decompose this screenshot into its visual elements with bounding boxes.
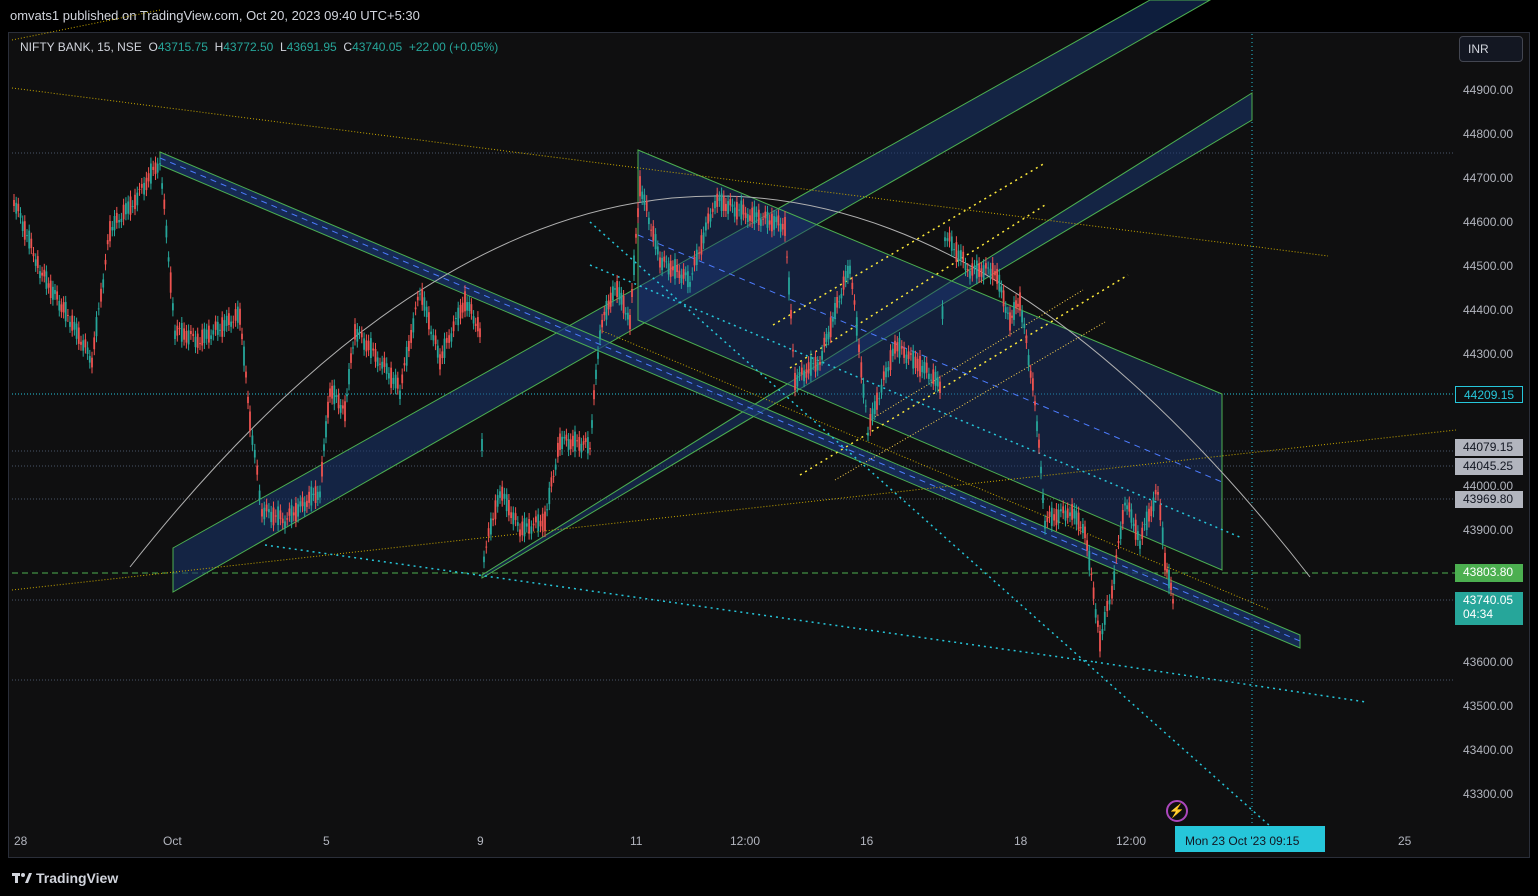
flash-icon[interactable]: ⚡ bbox=[1166, 800, 1188, 822]
time-label: 16 bbox=[860, 834, 874, 848]
price-label: 43600.00 bbox=[1463, 655, 1514, 669]
time-label: 28 bbox=[14, 834, 28, 848]
high-label: H bbox=[214, 40, 224, 54]
price-label: 44000.00 bbox=[1463, 479, 1514, 493]
last-price: 43740.05 bbox=[1463, 593, 1514, 607]
symbol-name: NIFTY BANK, 15, NSE bbox=[20, 40, 142, 54]
price-tag-43803: 43803.80 bbox=[1455, 564, 1523, 582]
last-price-tag: 43740.05 04:34 bbox=[1455, 592, 1523, 625]
low-value: 43691.95 bbox=[286, 40, 337, 54]
price-tag-44209: 44209.15 bbox=[1455, 386, 1523, 403]
price-label: 43500.00 bbox=[1463, 699, 1514, 713]
cyan-trendlines[interactable] bbox=[264, 221, 1367, 827]
open-value: 43715.75 bbox=[157, 40, 208, 54]
close-value: 43740.05 bbox=[352, 40, 403, 54]
symbol-legend[interactable]: NIFTY BANK, 15, NSE O43715.75 H43772.50 … bbox=[20, 40, 498, 54]
publish-bar: omvats1 published on TradingView.com, Oc… bbox=[0, 0, 1538, 32]
time-label: 18 bbox=[1014, 834, 1028, 848]
arc-drawing[interactable] bbox=[129, 195, 1311, 578]
price-tag-43969: 43969.80 bbox=[1455, 491, 1523, 508]
tradingview-logo-icon bbox=[12, 873, 32, 883]
close-label: C bbox=[343, 40, 353, 54]
price-label: 44600.00 bbox=[1463, 215, 1514, 229]
time-label: 25 bbox=[1398, 834, 1412, 848]
open-label: O bbox=[148, 40, 158, 54]
price-label: 44900.00 bbox=[1463, 83, 1514, 97]
time-label: 12:00 bbox=[1116, 834, 1147, 848]
price-label: 43300.00 bbox=[1463, 787, 1514, 801]
price-label: 43400.00 bbox=[1463, 743, 1514, 757]
time-label: 9 bbox=[477, 834, 484, 848]
price-label: 43900.00 bbox=[1463, 523, 1514, 537]
price-tag-44079: 44079.15 bbox=[1455, 439, 1523, 456]
price-label: 44400.00 bbox=[1463, 303, 1514, 317]
brand-name: TradingView bbox=[36, 870, 119, 886]
yellow-dashed-lines[interactable] bbox=[772, 162, 1129, 476]
yellow-trendlines[interactable] bbox=[11, 9, 1457, 611]
time-label: Oct bbox=[163, 834, 182, 848]
candlestick-series[interactable] bbox=[13, 156, 1174, 658]
high-value: 43772.50 bbox=[223, 40, 274, 54]
price-tag-44045: 44045.25 bbox=[1455, 458, 1523, 475]
horizontal-lines bbox=[12, 152, 1455, 681]
time-label: 5 bbox=[323, 834, 330, 848]
time-label: 11 bbox=[630, 834, 643, 848]
yellow-thin-lines[interactable] bbox=[834, 289, 1106, 481]
time-cursor-label: Mon 23 Oct '23 09:15 bbox=[1175, 826, 1325, 852]
price-label: 44300.00 bbox=[1463, 347, 1514, 361]
time-label: 12:00 bbox=[730, 834, 761, 848]
currency-button[interactable]: INR bbox=[1459, 36, 1523, 62]
chart-pane[interactable] bbox=[8, 32, 1530, 858]
countdown: 04:34 bbox=[1463, 607, 1494, 621]
channels[interactable] bbox=[159, 0, 1301, 649]
price-label: 44500.00 bbox=[1463, 259, 1514, 273]
change-value: +22.00 (+0.05%) bbox=[408, 40, 499, 54]
price-label: 44700.00 bbox=[1463, 171, 1514, 185]
price-label: 44800.00 bbox=[1463, 127, 1514, 141]
footer: TradingView bbox=[0, 860, 1538, 896]
low-label: L bbox=[279, 40, 287, 54]
